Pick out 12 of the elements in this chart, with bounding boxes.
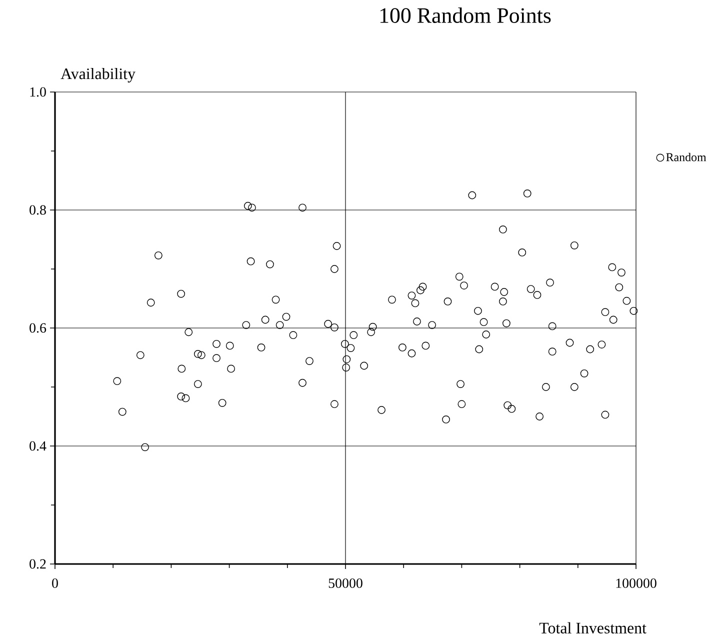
y-tick-label: 0.8 (30, 205, 46, 215)
y-tick-label: 0.4 (30, 441, 46, 451)
y-tick-label: 0.2 (30, 559, 46, 569)
y-tick-label: 1.0 (30, 87, 46, 97)
legend-label: Random (666, 152, 706, 162)
y-axis-title: Availability (60, 68, 136, 82)
y-tick-label: 0.6 (30, 323, 46, 333)
x-tick-label: 50000 (328, 578, 362, 588)
x-tick-label: 100000 (616, 578, 656, 588)
x-axis-title: Total Investment (539, 622, 646, 634)
x-tick-label: 0 (52, 578, 58, 588)
chart-title: 100 Random Points (380, 8, 551, 23)
